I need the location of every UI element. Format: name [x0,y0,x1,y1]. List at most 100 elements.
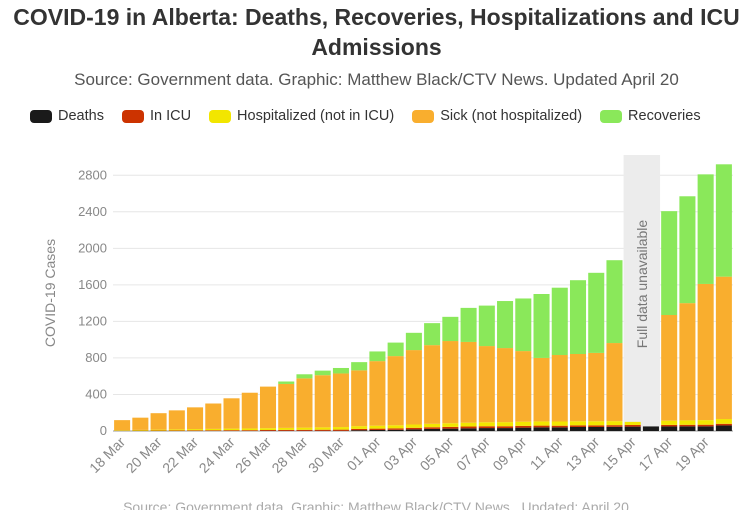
bar-segment [332,429,349,431]
bar-segment [168,410,185,430]
bar-segment [314,370,331,376]
bar-segment [661,315,678,421]
bar-segment [679,303,696,421]
x-tick-label: 13 Apr [562,434,602,474]
bar-segment [223,428,240,431]
legend-label: Sick (not hospitalized) [440,108,583,124]
chart-subtitle: Source: Government data. Graphic: Matthe… [74,70,679,89]
y-tick-label: 1600 [78,277,107,292]
legend-item: Recoveries [600,108,701,124]
bar-segment [679,196,696,304]
bar-segment [241,430,258,431]
bar-segment [442,426,459,429]
bar-segment [369,429,386,431]
bar-segment [497,426,514,429]
bar-segment [369,428,386,430]
y-tick-label: 2800 [78,167,107,182]
bar-segment [150,429,167,431]
annotation: Full data unavailable [634,220,650,349]
x-tick-label: 01 Apr [344,434,384,474]
bar-segment [533,421,550,426]
bar-segment [478,346,495,423]
bar-segment [679,420,696,425]
bar-segment [533,427,550,431]
bar-segment [588,352,605,422]
bar-segment [296,374,313,379]
bar-segment [405,427,422,430]
legend-swatch [121,109,144,123]
footer: Source: Government data. Graphic: Matthe… [123,499,629,510]
bar-segment [223,430,240,431]
bar-segment [624,426,641,431]
bar-segment [679,424,696,427]
bar-segment [278,383,295,428]
bar-segment [424,345,441,424]
bar-segment [351,362,368,371]
bar-segment [569,425,587,427]
bar-segment [497,348,514,423]
bar-segment [351,426,368,429]
bar-segment [442,341,459,424]
bar-segment [715,425,732,431]
bar-segment [533,294,550,358]
bar-segment [187,430,204,431]
bar-segment [515,425,532,428]
x-tick-label: 20 Mar [123,434,165,476]
bar-segment [296,378,313,428]
bar-segment [405,424,422,428]
bar-segment [405,332,422,351]
bar-segment [369,425,386,429]
bar-segment [332,373,349,428]
bar-segment [551,421,568,426]
x-tick-label: 19 Apr [672,434,712,474]
bar-segment [241,392,258,429]
x-tick-label: 26 Mar [232,434,274,476]
legend: Deaths In ICU Hospitalized (not in ICU) Sic… [30,108,701,124]
bar-segment [187,429,204,431]
bar-segment [624,424,641,427]
bar-segment [497,301,514,349]
bar-segment [661,424,678,427]
bar-segment [132,417,149,430]
bar-segment [205,403,222,429]
bar-segment [387,429,404,431]
y-tick-label: 2400 [78,204,107,219]
bar-segment [715,419,732,424]
bar-segment [642,426,659,431]
legend-item: Deaths [30,108,104,124]
x-tick-label: 11 Apr [527,434,566,473]
bar-segment [588,272,605,353]
bar-segment [460,426,477,429]
chart-title: COVID-19 in Alberta: Deaths, Recoveries,… [13,4,740,60]
bar-segment [387,425,404,429]
bar-segment [478,428,495,431]
legend-swatch [30,109,52,123]
bar-segment [606,343,623,422]
bar-segment [387,428,404,430]
bar-segment [715,423,732,426]
legend-swatch [412,109,435,123]
bar-segment [697,426,714,431]
bar-segment [551,425,568,428]
bar-segment [296,429,313,431]
bar-segment [442,428,459,431]
y-axis-label: COVID-19 Cases [42,239,58,347]
bar-segment [551,427,568,431]
bar-segment [187,407,204,430]
x-tick-label: 07 Apr [453,434,493,474]
y-tick-label: 400 [85,386,107,401]
bar-segment [588,426,605,431]
bar-segment [515,427,532,431]
bar-segment [679,426,696,431]
bar-segment [205,428,222,431]
x-tick-label: 30 Mar [305,434,347,476]
legend-item: Sick (not hospitalized) [412,108,582,124]
bar-segment [114,430,131,431]
legend-label: In ICU [149,108,192,124]
bar-segment [551,287,568,356]
legend-label: Hospitalized (not in ICU) [237,108,395,124]
bar-segment [697,283,714,421]
bar-segment [205,430,222,431]
x-tick-label: 15 Apr [599,434,639,474]
